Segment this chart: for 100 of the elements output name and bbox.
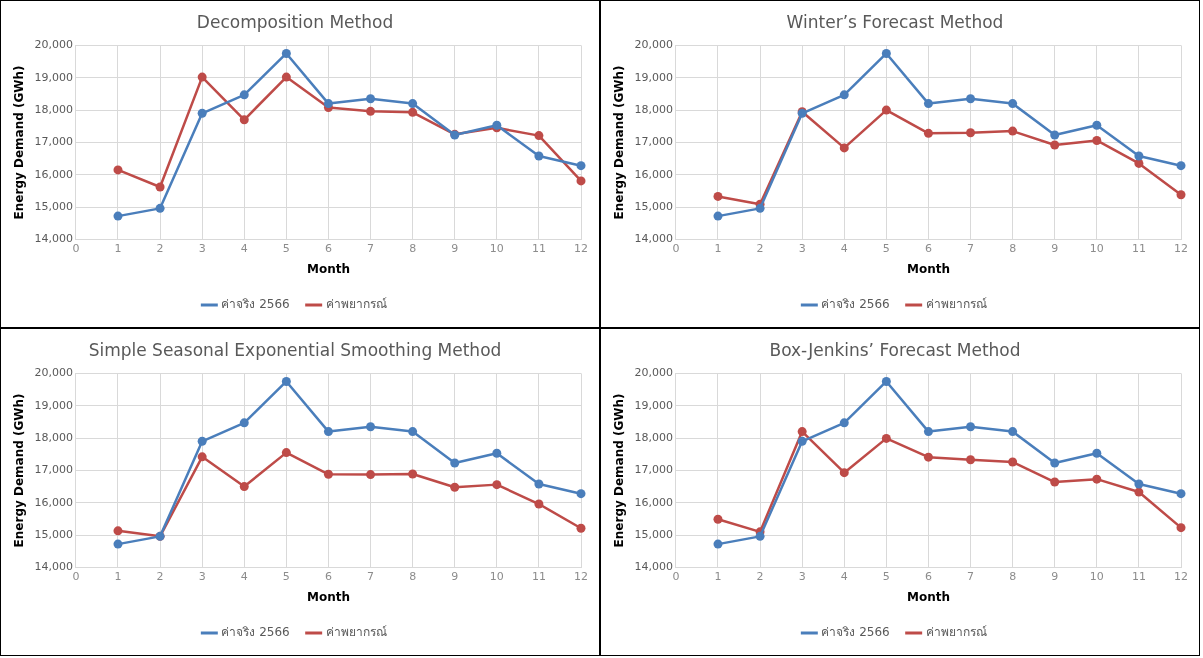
y-tick-label: 14,000 — [34, 232, 73, 246]
y-axis-title: Energy Demand (GWh) — [12, 65, 27, 220]
point — [450, 482, 460, 492]
point — [534, 499, 544, 509]
x-axis-title: Month — [306, 589, 350, 604]
y-tick-label: 16,000 — [34, 167, 73, 181]
x-tick-label: 5 — [882, 241, 890, 255]
point — [755, 531, 765, 541]
point — [1176, 523, 1186, 533]
chart-title: Box-Jenkins’ Forecast Method — [769, 339, 1021, 360]
point — [1050, 140, 1060, 150]
x-tick-label: 11 — [531, 569, 546, 583]
y-tick-label: 18,000 — [34, 102, 73, 116]
point — [713, 514, 723, 524]
y-tick-label: 16,000 — [634, 495, 673, 509]
point — [923, 427, 933, 437]
x-tick-label: 10 — [489, 569, 504, 583]
legend-label: ค่าพยากรณ์ — [925, 297, 987, 312]
x-tick-label: 4 — [240, 241, 248, 255]
y-tick-label: 15,000 — [634, 199, 673, 213]
point — [1176, 190, 1186, 200]
point — [576, 523, 586, 533]
point — [366, 94, 376, 104]
x-tick-label: 0 — [72, 241, 80, 255]
point — [755, 203, 765, 213]
y-tick-label: 15,000 — [34, 199, 73, 213]
point — [839, 418, 849, 428]
point — [966, 455, 976, 465]
x-tick-label: 10 — [1089, 241, 1104, 255]
point — [281, 376, 291, 386]
y-tick-label: 15,000 — [634, 527, 673, 541]
point — [576, 489, 586, 499]
point — [534, 151, 544, 161]
x-tick-label: 2 — [156, 569, 164, 583]
x-tick-label: 7 — [367, 241, 375, 255]
point — [966, 422, 976, 432]
x-tick-label: 5 — [282, 241, 290, 255]
point — [239, 115, 249, 125]
y-tick-label: 18,000 — [34, 430, 73, 444]
point — [923, 99, 933, 109]
x-tick-label: 11 — [1131, 241, 1146, 255]
x-tick-label: 12 — [574, 569, 588, 583]
x-tick-label: 8 — [409, 241, 417, 255]
point — [797, 436, 807, 446]
legend-label: ค่าจริง 2566 — [821, 297, 890, 312]
point — [839, 468, 849, 478]
point — [155, 182, 165, 192]
point — [881, 48, 891, 58]
point — [197, 452, 207, 462]
x-tick-label: 0 — [72, 569, 80, 583]
x-tick-label: 10 — [1089, 569, 1104, 583]
y-tick-label: 19,000 — [634, 398, 673, 412]
point — [1008, 99, 1018, 109]
point — [713, 211, 723, 221]
x-axis-title: Month — [906, 589, 950, 604]
x-tick-label: 6 — [324, 569, 332, 583]
point — [155, 203, 165, 213]
point — [113, 526, 123, 536]
y-tick-label: 20,000 — [634, 38, 673, 52]
y-tick-label: 19,000 — [34, 70, 73, 84]
y-tick-label: 17,000 — [634, 135, 673, 149]
point — [1092, 448, 1102, 458]
point — [408, 99, 418, 109]
x-tick-label: 7 — [367, 569, 375, 583]
x-tick-label: 2 — [756, 569, 764, 583]
point — [966, 128, 976, 138]
point — [839, 143, 849, 153]
point — [197, 72, 207, 82]
x-tick-label: 12 — [574, 241, 588, 255]
point — [1008, 427, 1018, 437]
legend-label: ค่าพยากรณ์ — [325, 297, 387, 312]
point — [839, 90, 849, 100]
y-tick-label: 17,000 — [34, 463, 73, 477]
x-tick-label: 1 — [114, 569, 122, 583]
x-tick-label: 1 — [714, 241, 722, 255]
point — [1050, 130, 1060, 140]
x-axis-title: Month — [306, 261, 350, 276]
legend-label: ค่าจริง 2566 — [221, 297, 290, 312]
point — [1050, 477, 1060, 487]
point — [239, 90, 249, 100]
point — [113, 539, 123, 549]
x-tick-label: 9 — [451, 241, 459, 255]
y-tick-label: 14,000 — [634, 232, 673, 246]
point — [1050, 458, 1060, 468]
x-tick-label: 6 — [924, 569, 932, 583]
point — [881, 433, 891, 443]
point — [923, 452, 933, 462]
x-tick-label: 6 — [324, 241, 332, 255]
x-tick-label: 2 — [156, 241, 164, 255]
y-tick-label: 20,000 — [634, 366, 673, 380]
x-tick-label: 11 — [1131, 569, 1146, 583]
x-tick-label: 8 — [1009, 569, 1017, 583]
point — [366, 106, 376, 116]
point — [576, 161, 586, 171]
x-tick-label: 10 — [489, 241, 504, 255]
y-tick-label: 14,000 — [634, 560, 673, 574]
point — [881, 105, 891, 115]
x-tick-label: 0 — [672, 569, 680, 583]
y-tick-label: 18,000 — [634, 430, 673, 444]
y-tick-label: 16,000 — [634, 167, 673, 181]
